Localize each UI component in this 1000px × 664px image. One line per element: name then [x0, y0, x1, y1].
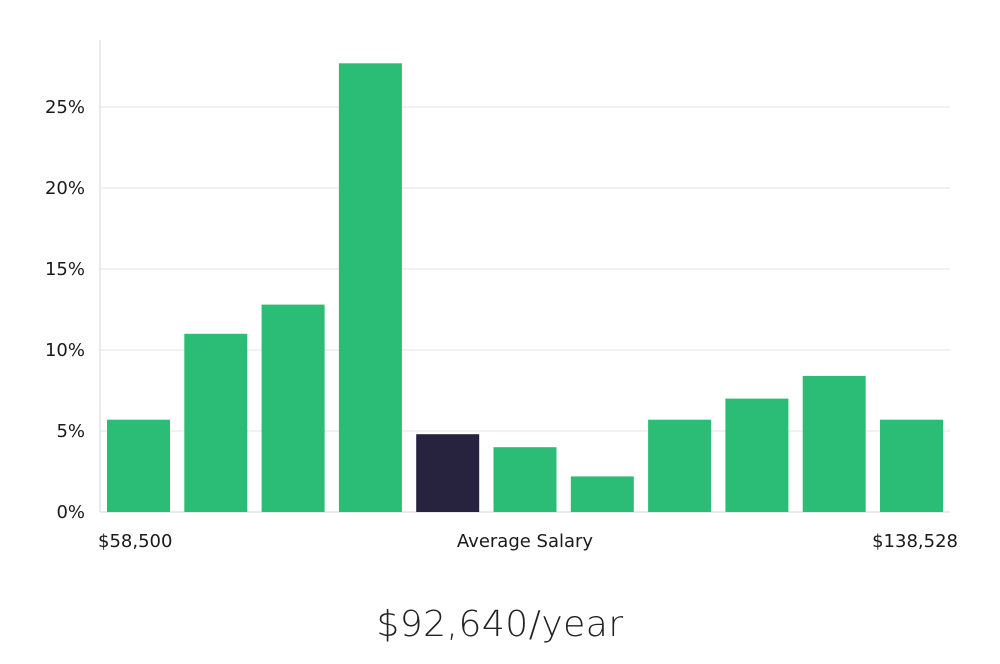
histogram-bar — [725, 398, 789, 512]
y-tick-label: 20% — [45, 178, 85, 199]
histogram-bar — [184, 333, 248, 512]
histogram-bar — [261, 304, 325, 512]
x-axis-title: Average Salary — [457, 531, 594, 552]
histogram-bar — [802, 375, 866, 512]
x-axis-labels: $58,500 Average Salary $138,528 — [98, 531, 958, 552]
histogram-bars — [107, 63, 943, 513]
y-tick-label: 15% — [45, 259, 85, 280]
y-tick-label: 0% — [56, 502, 85, 523]
histogram-bar — [648, 419, 712, 512]
histogram-bar — [107, 419, 170, 512]
y-tick-label: 10% — [45, 340, 85, 361]
y-tick-label: 5% — [56, 421, 85, 442]
histogram-bar — [493, 447, 557, 512]
histogram-bar — [570, 476, 634, 512]
histogram-bar — [880, 419, 943, 512]
y-axis-tick-labels: 0% 5% 10% 15% 20% 25% — [45, 97, 85, 523]
histogram-bar — [338, 63, 402, 513]
y-tick-label: 25% — [45, 97, 85, 118]
average-salary-headline: $92,640/year — [376, 604, 624, 645]
x-axis-min-label: $58,500 — [98, 531, 172, 552]
histogram-bar-highlighted — [416, 434, 480, 512]
x-axis-max-label: $138,528 — [872, 531, 958, 552]
